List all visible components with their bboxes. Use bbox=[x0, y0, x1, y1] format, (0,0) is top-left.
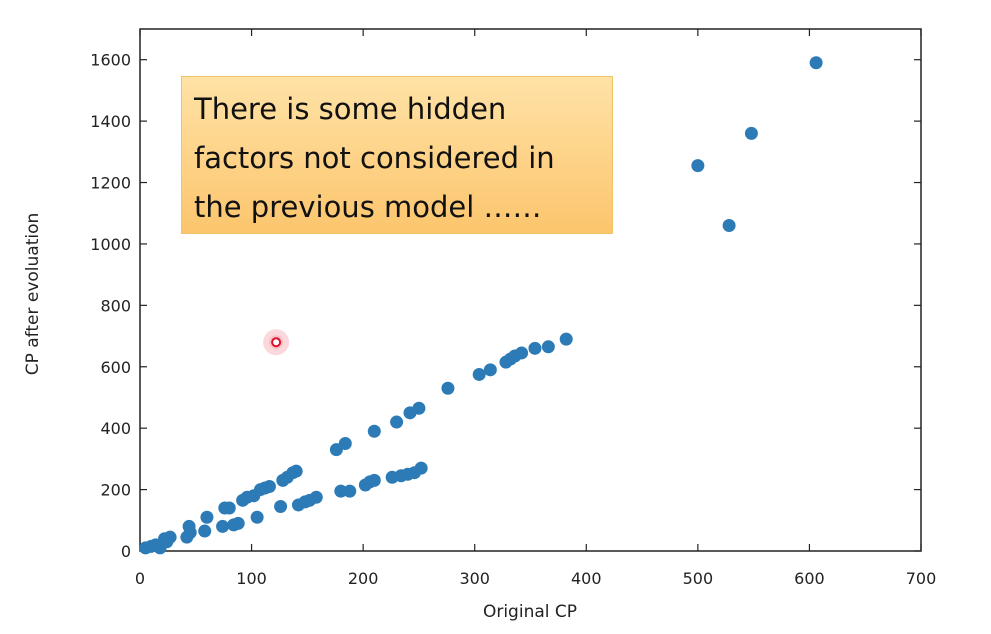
data-point bbox=[412, 401, 426, 415]
data-point bbox=[472, 367, 486, 381]
x-tick-label: 300 bbox=[459, 569, 490, 588]
annotation-line: factors not considered in bbox=[194, 141, 555, 175]
data-point bbox=[289, 464, 303, 478]
y-tick-label: 1600 bbox=[90, 51, 131, 70]
data-point bbox=[216, 519, 230, 533]
x-tick-label: 500 bbox=[683, 569, 714, 588]
data-point bbox=[309, 490, 323, 504]
data-point bbox=[809, 56, 823, 70]
data-point bbox=[390, 415, 404, 429]
y-axis: 0 200 400 600 800 1000 1200 1400 1600 bbox=[90, 51, 921, 561]
data-point bbox=[541, 340, 555, 354]
data-point bbox=[262, 480, 276, 494]
x-tick-label: 200 bbox=[348, 569, 379, 588]
data-point bbox=[559, 332, 573, 346]
x-tick-label: 0 bbox=[135, 569, 145, 588]
y-tick-label: 600 bbox=[100, 358, 131, 377]
annotation-line: the previous model …… bbox=[194, 190, 542, 224]
annotation-line: There is some hidden bbox=[194, 92, 507, 126]
data-point bbox=[515, 346, 529, 360]
x-axis-label: Original CP bbox=[483, 602, 577, 622]
y-axis-label: CP after evoluation bbox=[23, 213, 43, 376]
data-point bbox=[338, 437, 352, 451]
data-points bbox=[139, 56, 823, 555]
x-tick-label: 700 bbox=[906, 569, 937, 588]
data-point bbox=[367, 473, 381, 487]
x-tick-label: 100 bbox=[236, 569, 267, 588]
annotation-box: There is some hidden factors not conside… bbox=[181, 76, 613, 234]
data-point bbox=[222, 501, 236, 515]
data-point bbox=[414, 461, 428, 475]
y-tick-label: 1000 bbox=[90, 235, 131, 254]
data-point bbox=[441, 381, 455, 395]
data-point bbox=[183, 526, 197, 540]
data-point bbox=[163, 530, 177, 544]
x-tick-label: 600 bbox=[794, 569, 825, 588]
data-point bbox=[343, 484, 357, 498]
y-tick-label: 200 bbox=[100, 481, 131, 500]
data-point bbox=[274, 499, 288, 513]
highlight-marker bbox=[263, 329, 290, 356]
data-point bbox=[483, 363, 497, 377]
x-axis: 0 100 200 300 400 500 600 700 bbox=[135, 29, 936, 588]
data-point bbox=[367, 424, 381, 438]
y-tick-label: 800 bbox=[100, 296, 131, 315]
data-point bbox=[722, 219, 736, 233]
data-point bbox=[198, 524, 212, 538]
data-point bbox=[528, 341, 542, 355]
y-tick-label: 1400 bbox=[90, 112, 131, 131]
y-tick-label: 1200 bbox=[90, 174, 131, 193]
data-point bbox=[231, 516, 245, 530]
data-point bbox=[691, 159, 705, 173]
data-point bbox=[744, 126, 758, 140]
y-tick-label: 400 bbox=[100, 419, 131, 438]
data-point bbox=[250, 510, 264, 524]
data-point bbox=[334, 484, 348, 498]
data-point bbox=[200, 510, 214, 524]
highlight-point bbox=[271, 337, 282, 348]
x-tick-label: 400 bbox=[571, 569, 602, 588]
y-tick-label: 0 bbox=[121, 542, 131, 561]
